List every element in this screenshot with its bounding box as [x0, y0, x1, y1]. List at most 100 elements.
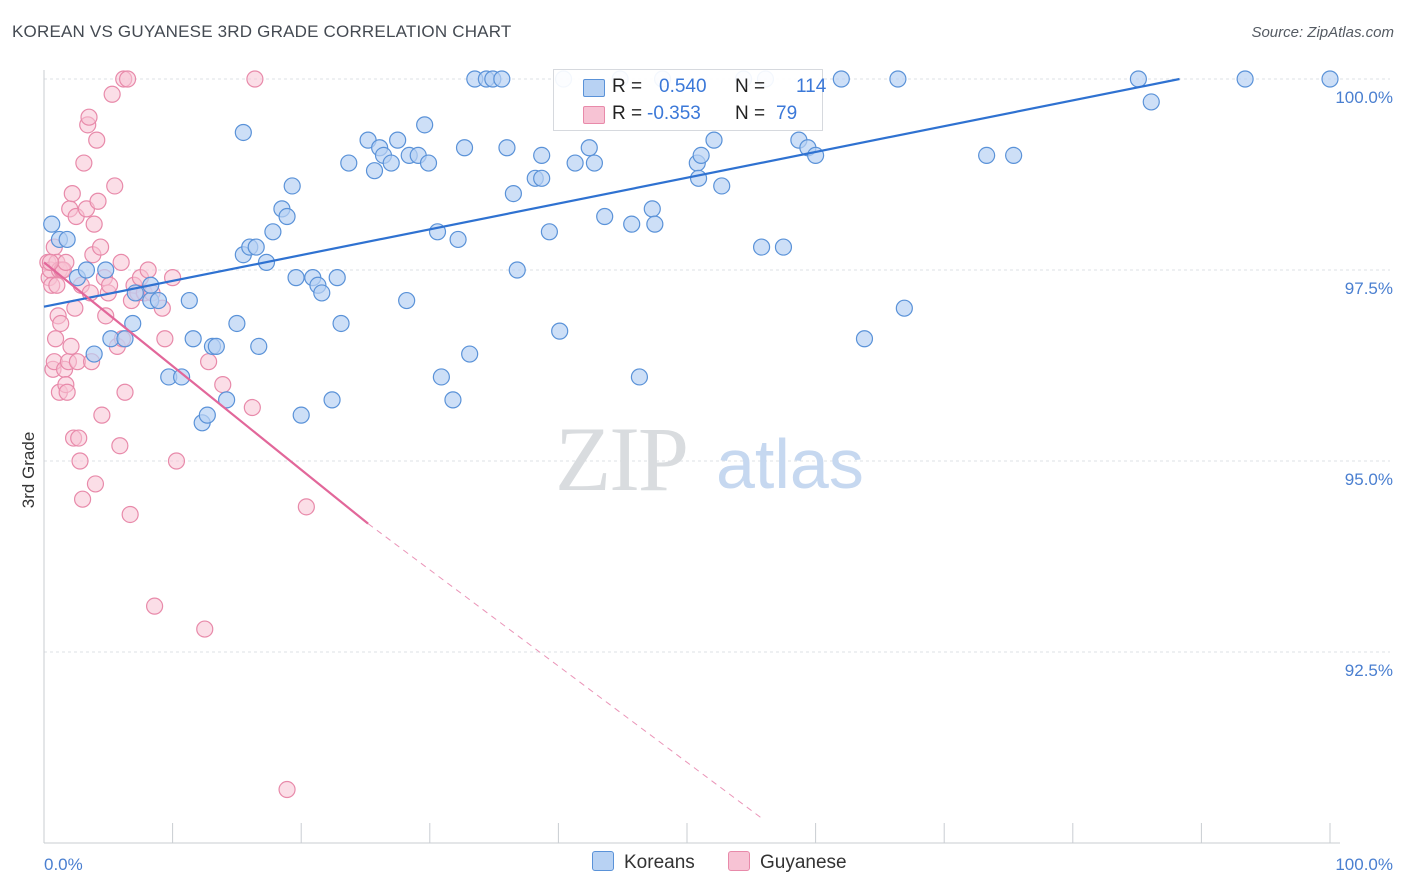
koreans-point: [1005, 146, 1023, 164]
guyanese-point: [88, 131, 106, 149]
koreans-point: [752, 238, 771, 256]
guyanese-point: [70, 429, 88, 447]
guyanese-point: [167, 452, 186, 470]
guyanese-point: [46, 330, 65, 348]
koreans-point: [77, 261, 96, 279]
guyanese-trend-line: [43, 261, 369, 525]
r-value: -0.353: [647, 103, 701, 124]
koreans-point: [444, 391, 462, 409]
guyanese-point: [214, 376, 232, 394]
y-tick-label: 97.5%: [1345, 279, 1393, 298]
guyanese-point: [73, 490, 92, 508]
koreans-point: [184, 330, 202, 348]
guyanese-point: [116, 383, 134, 401]
koreans-trend-line: [43, 77, 1180, 308]
guyanese-legend-swatch: [728, 851, 750, 871]
guyanese-point: [100, 276, 119, 294]
koreans-point: [234, 123, 252, 142]
koreans-point: [283, 177, 301, 195]
guyanese-point: [145, 597, 164, 615]
koreans-point: [551, 322, 569, 340]
koreans-point: [585, 154, 604, 172]
koreans-point: [493, 70, 511, 88]
guyanese-point: [85, 215, 103, 233]
koreans-legend-swatch: [592, 851, 614, 871]
koreans-point: [198, 406, 216, 424]
guyanese-point: [97, 307, 115, 325]
guyanese-point: [86, 475, 105, 493]
guyanese-point: [103, 85, 121, 103]
guyanese-point: [156, 330, 174, 348]
koreans-point: [1236, 70, 1254, 88]
koreans-point: [705, 131, 723, 149]
koreans-point: [540, 223, 558, 241]
y-tick-label: 95.0%: [1345, 470, 1393, 489]
koreans-point: [58, 230, 76, 249]
koreans-point: [173, 368, 191, 386]
koreans-point: [228, 314, 246, 333]
r-label: R =: [612, 76, 643, 97]
koreans-point: [97, 261, 115, 279]
koreans-point: [580, 139, 598, 157]
n-value: 114: [796, 76, 827, 97]
guyanese-point: [246, 70, 264, 88]
guyanese-trend-extension: [367, 523, 765, 821]
guyanese-point: [91, 238, 110, 256]
n-value: 79: [776, 103, 798, 124]
guyanese-point: [112, 253, 130, 271]
koreans-point: [692, 146, 710, 164]
trend-lines: [43, 77, 1180, 821]
koreans-point: [623, 215, 641, 233]
guyanese-point: [297, 498, 315, 516]
koreans-point: [416, 116, 434, 134]
koreans-point: [332, 314, 350, 333]
koreans-point: [398, 291, 416, 310]
n-label: N =: [735, 103, 766, 124]
guyanese-point: [196, 620, 214, 638]
koreans-point: [149, 291, 168, 310]
guyanese-point: [200, 353, 218, 371]
guyanese-points: [39, 70, 315, 799]
koreans-point: [1142, 93, 1160, 111]
tick-labels: 92.5% 95.0% 97.5% 100.0% 0.0% 100.0%: [44, 88, 1393, 874]
guyanese-point: [52, 314, 70, 333]
koreans-point: [533, 146, 551, 164]
koreans-point: [646, 215, 664, 233]
koreans-point: [340, 154, 358, 172]
koreans-point: [287, 269, 305, 287]
legend-item-guyanese: Guyanese: [728, 850, 847, 876]
koreans-point: [713, 177, 731, 195]
koreans-swatch: [583, 79, 605, 97]
koreans-point: [895, 299, 913, 317]
koreans-point: [455, 139, 474, 157]
guyanese-point: [93, 406, 111, 424]
koreans-point: [389, 131, 407, 149]
stats-legend: R = 0.540 N = 114 R = -0.353 N = 79: [553, 69, 827, 131]
chart-title: KOREAN VS GUYANESE 3RD GRADE CORRELATION…: [12, 22, 512, 41]
koreans-point: [247, 238, 265, 256]
koreans-point: [323, 391, 341, 409]
legend-item-koreans: Koreans: [592, 850, 695, 876]
koreans-point: [264, 223, 282, 241]
koreans-point: [1129, 70, 1147, 88]
koreans-point: [85, 345, 103, 363]
watermark-zip: ZIP: [555, 408, 687, 510]
koreans-point: [419, 154, 438, 172]
koreans-point: [365, 162, 384, 180]
y-tick-label: 92.5%: [1345, 661, 1393, 680]
koreans-point: [689, 169, 708, 187]
koreans-point: [508, 261, 526, 279]
guyanese-point: [71, 452, 89, 470]
guyanese-point: [118, 70, 137, 88]
koreans-point: [855, 330, 874, 348]
koreans-point: [180, 291, 198, 310]
guyanese-point: [75, 154, 93, 172]
guyanese-point: [80, 108, 98, 126]
y-axis-title: 3rd Grade: [19, 432, 38, 509]
guyanese-point: [278, 780, 296, 799]
gridlines: [44, 78, 1390, 653]
koreans-point: [461, 345, 479, 363]
guyanese-point: [63, 185, 81, 203]
r-value: 0.540: [659, 76, 707, 97]
